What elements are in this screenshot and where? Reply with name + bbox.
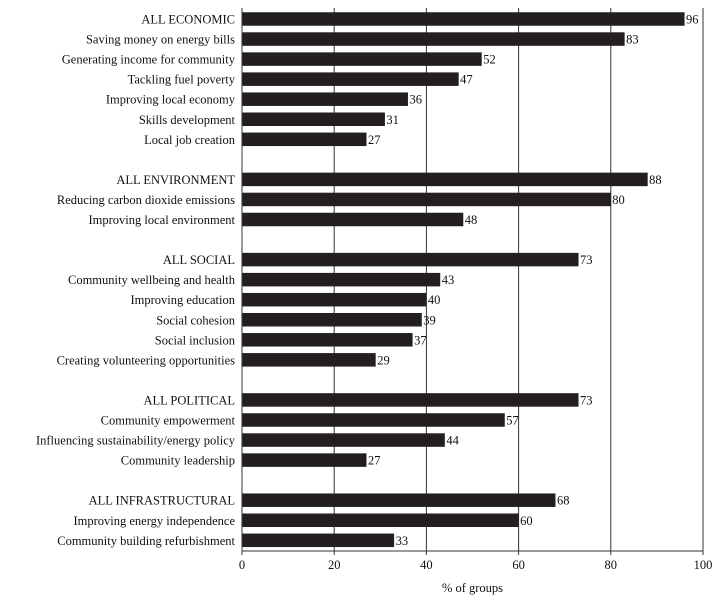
x-tick-label: 80 <box>605 558 618 572</box>
value-label: 52 <box>483 53 496 67</box>
value-label: 27 <box>368 454 381 468</box>
category-label: Community wellbeing and health <box>68 273 236 287</box>
value-label: 73 <box>580 393 593 407</box>
bar <box>242 32 625 46</box>
value-label: 57 <box>506 414 519 428</box>
bar <box>242 413 505 427</box>
category-label: Saving money on energy bills <box>86 33 235 47</box>
category-label: Social inclusion <box>155 333 236 347</box>
category-label: Improving education <box>131 293 236 307</box>
value-label: 27 <box>368 133 381 147</box>
category-label: Influencing sustainability/energy policy <box>36 434 236 448</box>
value-label: 80 <box>612 193 625 207</box>
category-label: Skills development <box>139 113 236 127</box>
x-tick-label: 0 <box>239 558 245 572</box>
bar <box>242 192 611 207</box>
value-label: 68 <box>557 494 570 508</box>
bar <box>242 212 464 227</box>
value-label: 73 <box>580 253 593 267</box>
x-axis-title: % of groups <box>442 581 503 595</box>
value-label: 83 <box>626 33 639 47</box>
value-label: 96 <box>686 13 699 27</box>
bar <box>242 513 519 527</box>
category-label: Improving local economy <box>106 93 236 107</box>
bar <box>242 333 413 347</box>
bar <box>242 453 367 467</box>
category-label: Community building refurbishment <box>57 534 235 548</box>
value-label: 48 <box>465 213 478 227</box>
x-tick-label: 40 <box>420 558 433 572</box>
value-label: 47 <box>460 73 473 87</box>
category-label: ALL ECONOMIC <box>141 13 235 27</box>
category-label: Creating volunteering opportunities <box>57 353 236 367</box>
x-axis: 0 20 40 60 80 100 <box>239 8 713 572</box>
bar <box>242 353 376 367</box>
bar <box>242 172 648 187</box>
category-label: Local job creation <box>144 133 236 147</box>
bar <box>242 52 482 66</box>
bar <box>242 493 556 507</box>
value-label: 60 <box>520 514 533 528</box>
bar <box>242 433 445 447</box>
value-label: 40 <box>428 293 441 307</box>
bar <box>242 92 408 106</box>
bars <box>242 12 685 548</box>
bar <box>242 272 441 287</box>
x-tick-label: 20 <box>328 558 341 572</box>
category-label: Improving energy independence <box>73 514 235 528</box>
category-label: Improving local environment <box>89 213 236 227</box>
category-label: ALL SOCIAL <box>163 253 235 267</box>
bar <box>242 132 367 147</box>
value-label: 43 <box>442 273 455 287</box>
bar <box>242 112 385 126</box>
category-label: Community leadership <box>121 454 235 468</box>
category-labels: ALL ECONOMIC Saving money on energy bills… <box>36 13 236 548</box>
value-label: 88 <box>649 173 662 187</box>
category-label: Social cohesion <box>156 313 236 327</box>
category-label: Generating income for community <box>62 53 236 67</box>
bar <box>242 393 579 407</box>
bar <box>242 12 685 26</box>
category-label: Reducing carbon dioxide emissions <box>57 193 235 207</box>
category-label: ALL INFRASTRUCTURAL <box>89 494 235 508</box>
value-label: 29 <box>377 353 390 367</box>
category-label: ALL ENVIRONMENT <box>116 173 235 187</box>
category-label: ALL POLITICAL <box>143 393 235 407</box>
category-label: Community empowerment <box>101 414 236 428</box>
bar <box>242 313 422 327</box>
value-label: 31 <box>386 113 399 127</box>
bar <box>242 292 427 307</box>
value-label: 33 <box>396 534 409 548</box>
x-tick-label: 60 <box>512 558 525 572</box>
category-label: Tackling fuel poverty <box>128 73 236 87</box>
value-label: 39 <box>423 313 436 327</box>
bar <box>242 252 579 267</box>
x-tick-label: 100 <box>694 558 713 572</box>
bar <box>242 533 395 548</box>
value-label: 36 <box>409 93 422 107</box>
value-label: 37 <box>414 333 427 347</box>
value-label: 44 <box>446 434 459 448</box>
bar <box>242 72 459 86</box>
